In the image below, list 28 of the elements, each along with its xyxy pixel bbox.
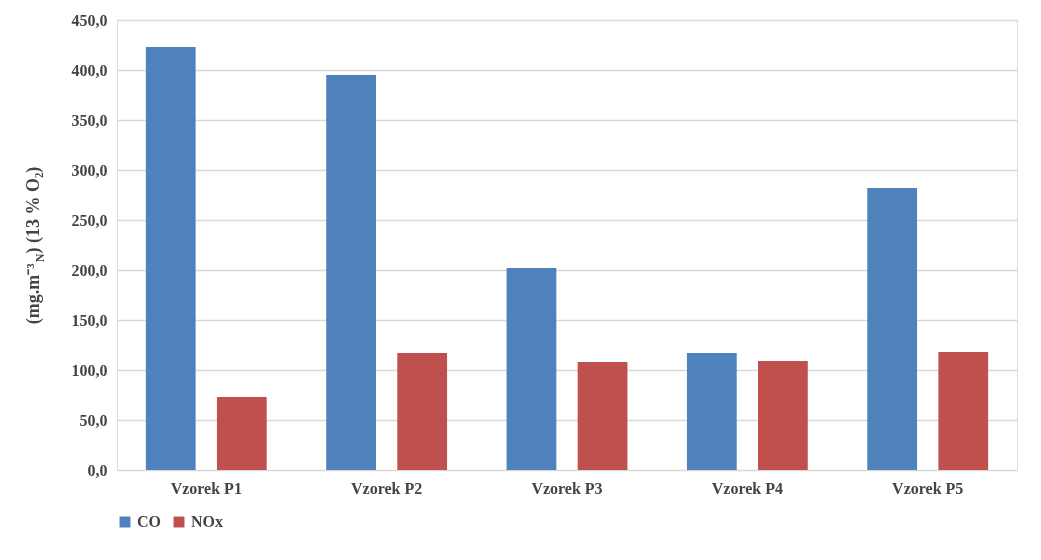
y-tick-label: 250,0 xyxy=(71,211,108,229)
bar xyxy=(326,75,376,470)
y-tick-label: 450,0 xyxy=(71,11,108,29)
x-tick-label: Vzorek P2 xyxy=(351,479,423,497)
y-tick-label: 150,0 xyxy=(71,311,108,329)
bar xyxy=(577,362,628,470)
y-tick-label: 400,0 xyxy=(71,61,108,79)
y-tick-label: 200,0 xyxy=(71,261,108,279)
bar xyxy=(506,268,557,470)
y-tick-label: 0,0 xyxy=(87,461,108,479)
bar xyxy=(938,352,989,470)
y-tick-label: 100,0 xyxy=(71,361,108,379)
bar xyxy=(145,47,196,470)
y-tick-label: 50,0 xyxy=(79,411,108,429)
bar xyxy=(867,188,918,470)
legend-label: CO xyxy=(137,513,161,530)
x-tick-label: Vzorek P5 xyxy=(892,479,964,497)
bar xyxy=(216,397,267,470)
x-tick-label: Vzorek P4 xyxy=(711,479,783,497)
x-tick-label: Vzorek P1 xyxy=(170,479,242,497)
y-tick-label: 350,0 xyxy=(71,111,108,129)
bar xyxy=(397,353,448,470)
bar xyxy=(686,353,737,470)
x-tick-label: Vzorek P3 xyxy=(531,479,603,497)
legend-label: NOx xyxy=(191,513,223,530)
y-axis-title: (mg.m⁻³N) (13 % O₂) xyxy=(23,166,47,325)
y-tick-label: 300,0 xyxy=(71,161,108,179)
bar xyxy=(758,361,808,470)
